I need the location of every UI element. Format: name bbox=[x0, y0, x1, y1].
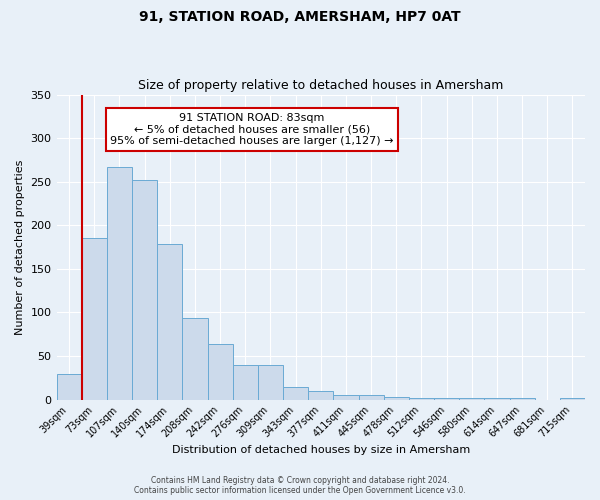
Text: Contains HM Land Registry data © Crown copyright and database right 2024.
Contai: Contains HM Land Registry data © Crown c… bbox=[134, 476, 466, 495]
Bar bbox=[359, 396, 383, 400]
Bar bbox=[107, 167, 132, 400]
Bar bbox=[409, 398, 434, 400]
Bar bbox=[308, 391, 334, 400]
Bar bbox=[233, 365, 258, 400]
Bar bbox=[132, 180, 157, 400]
Bar bbox=[434, 398, 459, 400]
Bar bbox=[560, 398, 585, 400]
Bar bbox=[258, 365, 283, 400]
Bar bbox=[484, 398, 509, 400]
Bar bbox=[82, 238, 107, 400]
Bar bbox=[56, 374, 82, 400]
X-axis label: Distribution of detached houses by size in Amersham: Distribution of detached houses by size … bbox=[172, 445, 470, 455]
Text: 91, STATION ROAD, AMERSHAM, HP7 0AT: 91, STATION ROAD, AMERSHAM, HP7 0AT bbox=[139, 10, 461, 24]
Bar bbox=[182, 318, 208, 400]
Bar bbox=[157, 244, 182, 400]
Bar bbox=[283, 388, 308, 400]
Bar bbox=[383, 397, 409, 400]
Y-axis label: Number of detached properties: Number of detached properties bbox=[15, 160, 25, 335]
Bar bbox=[208, 344, 233, 400]
Bar bbox=[459, 398, 484, 400]
Bar bbox=[509, 398, 535, 400]
Title: Size of property relative to detached houses in Amersham: Size of property relative to detached ho… bbox=[138, 79, 503, 92]
Bar bbox=[334, 396, 359, 400]
Text: 91 STATION ROAD: 83sqm
← 5% of detached houses are smaller (56)
95% of semi-deta: 91 STATION ROAD: 83sqm ← 5% of detached … bbox=[110, 113, 394, 146]
